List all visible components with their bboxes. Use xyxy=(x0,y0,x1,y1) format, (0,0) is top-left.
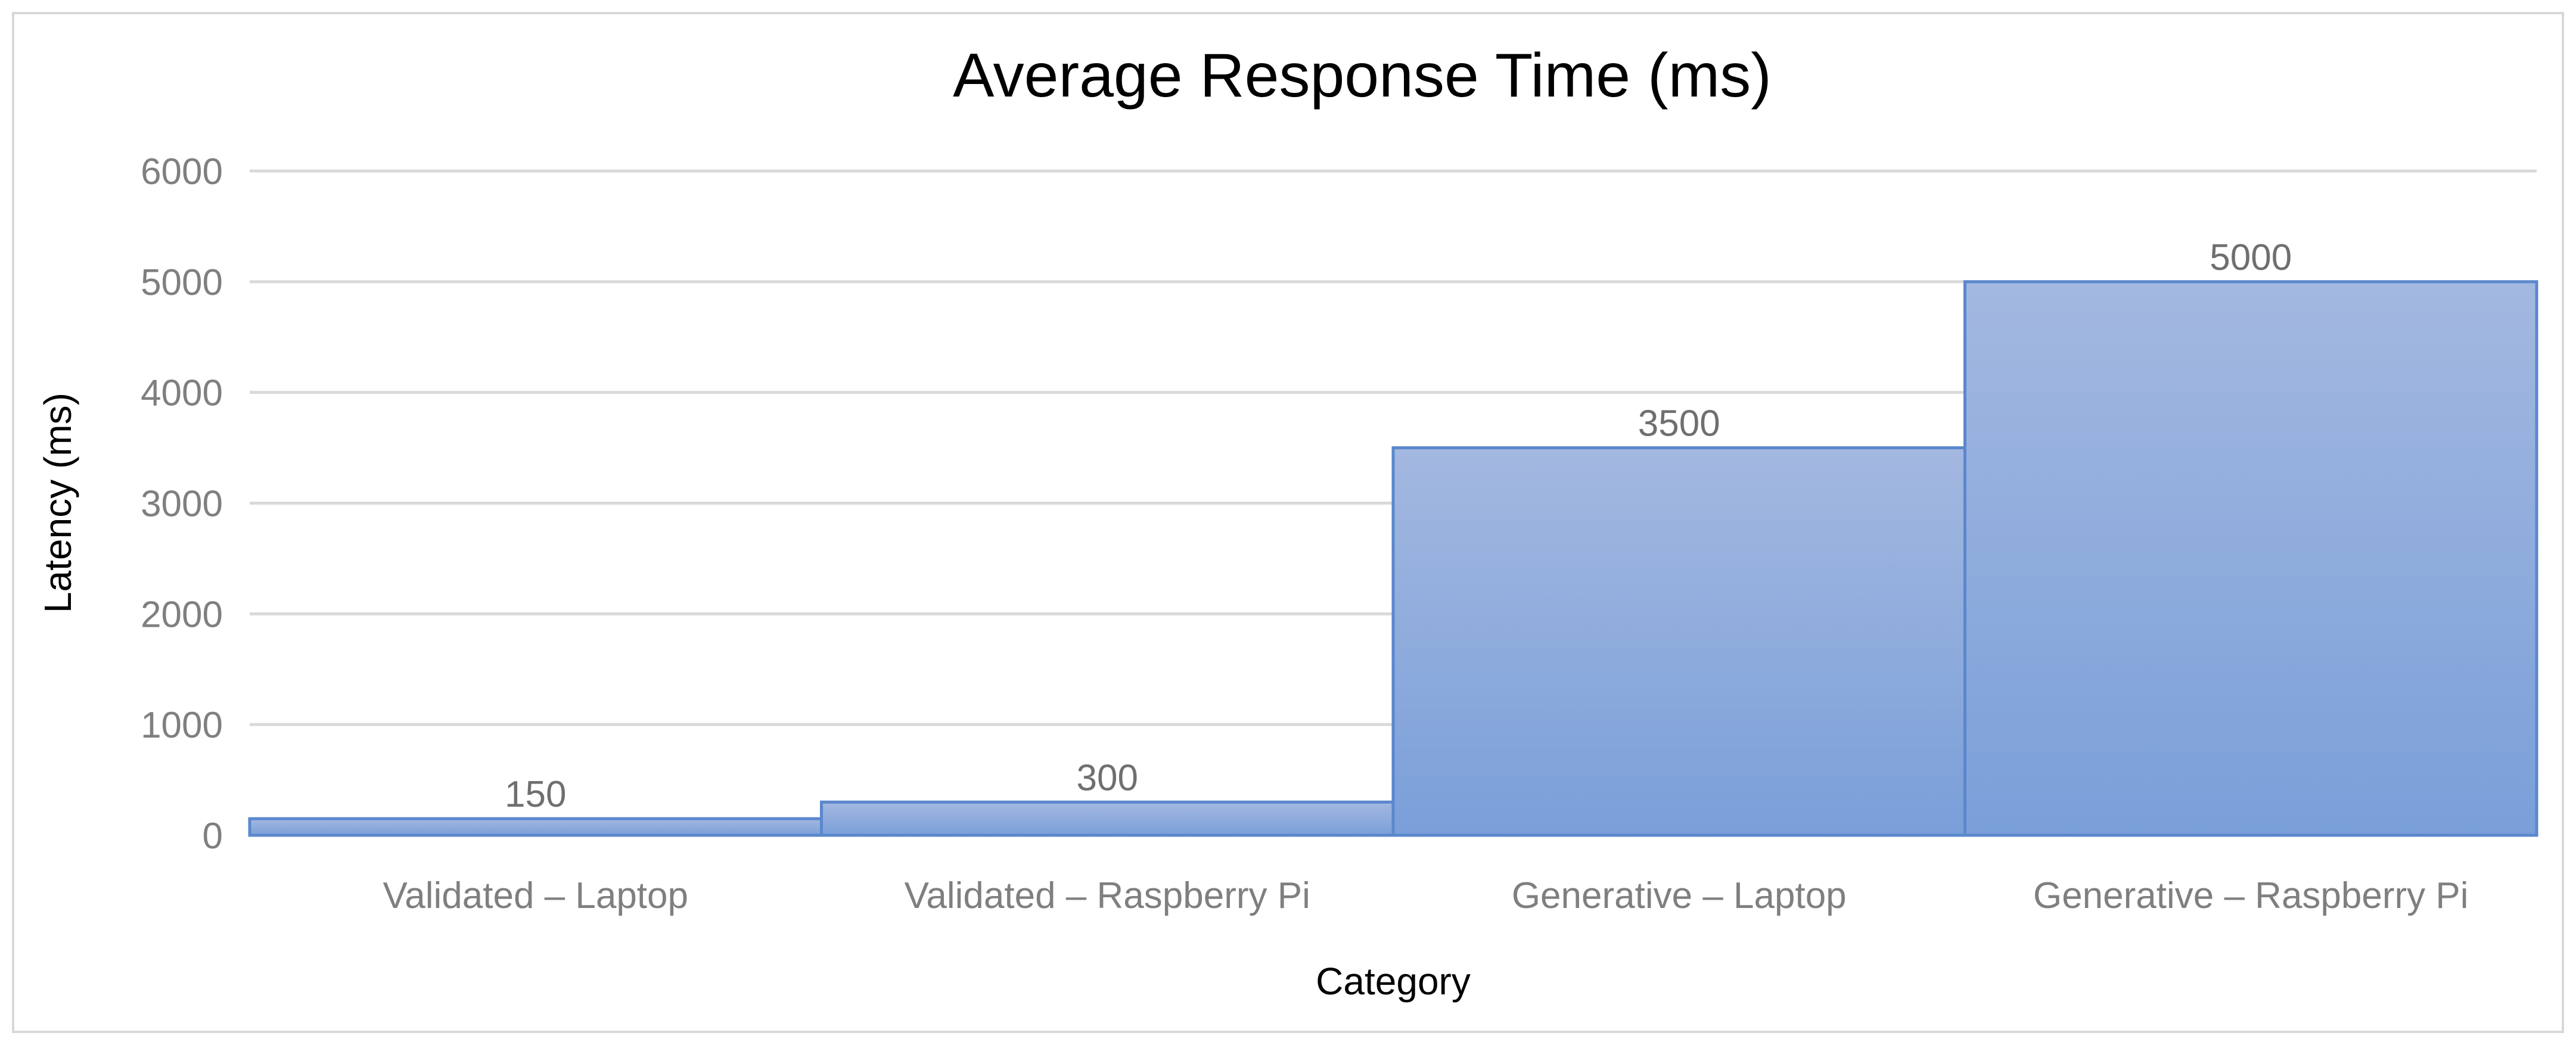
data-label: 300 xyxy=(1077,757,1138,798)
y-axis-title: Latency (ms) xyxy=(36,393,79,613)
bar-chart: Average Response Time (ms) 0100020003000… xyxy=(36,41,2538,1003)
x-tick-label: Validated – Laptop xyxy=(383,875,689,916)
data-label: 150 xyxy=(505,774,566,815)
chart-frame: Average Response Time (ms) 0 1000 2000 3000… xyxy=(12,12,2564,1033)
x-axis-ticks: Validated – Laptop Validated – Raspberry … xyxy=(383,875,2469,916)
x-tick-label: Generative – Laptop xyxy=(1512,875,1847,916)
y-tick-label: 6000 xyxy=(141,151,223,192)
x-axis-title: Category xyxy=(1316,960,1471,1003)
data-labels: 150 300 3500 5000 xyxy=(505,237,2292,815)
bar xyxy=(1391,446,1966,837)
bar xyxy=(248,817,823,837)
x-tick-label: Generative – Raspberry Pi xyxy=(2033,875,2469,916)
bar xyxy=(820,800,1395,837)
bar xyxy=(1963,280,2538,837)
data-label: 3500 xyxy=(1638,403,1720,444)
y-tick-label: 1000 xyxy=(141,705,223,746)
data-label: 5000 xyxy=(2210,237,2292,278)
x-tick-label: Validated – Raspberry Pi xyxy=(905,875,1310,916)
y-tick-label: 2000 xyxy=(141,594,223,635)
y-axis-ticks: 0 1000 2000 3000 4000 5000 6000 xyxy=(141,151,223,857)
y-tick-label: 5000 xyxy=(141,262,223,303)
y-tick-label: 3000 xyxy=(141,484,223,525)
y-tick-label: 0 xyxy=(203,816,223,857)
chart-title: Average Response Time (ms) xyxy=(953,41,1772,110)
y-tick-label: 4000 xyxy=(141,373,223,414)
bars xyxy=(248,280,2538,837)
